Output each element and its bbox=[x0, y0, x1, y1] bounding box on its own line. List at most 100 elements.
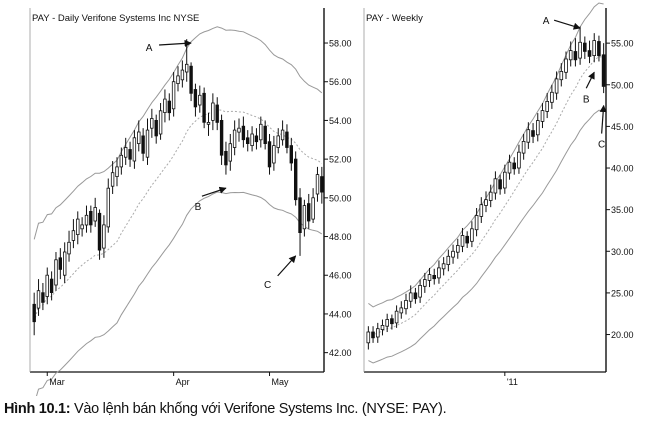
daily-candle-body bbox=[84, 214, 89, 226]
weekly-annotation-arrow bbox=[599, 104, 607, 134]
daily-candle-body bbox=[45, 274, 49, 297]
daily-annotation-label: B bbox=[195, 202, 202, 213]
daily-candle-body bbox=[184, 63, 189, 73]
daily-candle-body bbox=[298, 197, 302, 234]
daily-candle-body bbox=[97, 212, 102, 251]
daily-candle-body bbox=[124, 147, 128, 158]
daily-candle-body bbox=[63, 251, 67, 276]
weekly-candle-body bbox=[418, 284, 422, 298]
daily-y-tick-label: 44.00 bbox=[329, 309, 352, 319]
daily-candle-body bbox=[276, 135, 280, 148]
weekly-candle-body bbox=[394, 310, 399, 324]
daily-candle-body bbox=[49, 278, 54, 294]
daily-candle-body bbox=[259, 123, 263, 141]
weekly-candle-body bbox=[437, 267, 441, 279]
daily-candle-body bbox=[167, 100, 171, 114]
weekly-candlestick-chart: PAY - Weekly 20.00 25.00 30.00 35.00 40.00 45.… bbox=[363, 2, 634, 387]
weekly-candle-body bbox=[502, 171, 507, 189]
daily-candle-body bbox=[189, 65, 193, 94]
weekly-candle-body bbox=[456, 245, 460, 253]
daily-candle-body bbox=[71, 230, 76, 241]
daily-candle-body bbox=[154, 120, 158, 137]
weekly-candle-body bbox=[488, 191, 493, 201]
weekly-y-tick-label: 50.00 bbox=[611, 80, 634, 90]
daily-candle-body bbox=[254, 135, 259, 143]
weekly-annotation-arrow bbox=[585, 71, 595, 89]
daily-y-tick-label: 48.00 bbox=[329, 232, 352, 242]
figure-caption-label: Hình 10.1: bbox=[4, 401, 71, 417]
daily-y-tick-label: 58.00 bbox=[329, 39, 352, 49]
daily-candle-body bbox=[171, 81, 176, 110]
weekly-y-tick-label: 25.00 bbox=[611, 288, 634, 298]
daily-candle-body bbox=[141, 135, 145, 154]
weekly-candle-body bbox=[592, 40, 597, 56]
daily-candle-body bbox=[285, 131, 289, 148]
daily-annotation-arrow bbox=[277, 255, 297, 277]
daily-candle-body bbox=[232, 129, 237, 148]
daily-y-tick-label: 54.00 bbox=[329, 116, 352, 126]
daily-candle-body bbox=[320, 176, 324, 193]
weekly-candle-body bbox=[484, 199, 488, 206]
weekly-candle-body bbox=[545, 101, 550, 112]
daily-candle-body bbox=[293, 158, 298, 201]
daily-candle-body bbox=[150, 118, 154, 129]
daily-candle-body bbox=[41, 292, 45, 303]
weekly-candle-body bbox=[399, 307, 404, 314]
weekly-candle-body bbox=[564, 58, 568, 73]
weekly-candle-body bbox=[540, 110, 545, 122]
weekly-candle-body bbox=[432, 274, 437, 280]
weekly-candle-body bbox=[531, 130, 535, 137]
daily-candle-body bbox=[237, 127, 241, 133]
daily-chart-title: PAY - Daily Verifone Systems Inc NYSE bbox=[32, 13, 199, 24]
weekly-annotation-label: A bbox=[543, 16, 550, 27]
weekly-candle-body bbox=[526, 129, 531, 143]
daily-candle-body bbox=[89, 210, 93, 226]
weekly-y-tick-label: 30.00 bbox=[611, 247, 634, 257]
weekly-candle-body bbox=[568, 50, 573, 61]
weekly-upper-band-line bbox=[368, 2, 604, 308]
daily-candle-body bbox=[67, 241, 71, 255]
daily-candle-body bbox=[263, 125, 267, 144]
daily-candle-body bbox=[93, 207, 97, 222]
weekly-moving-average-line bbox=[368, 56, 604, 336]
weekly-candle-body bbox=[479, 204, 484, 217]
daily-candle-body bbox=[198, 94, 202, 106]
daily-candle-body bbox=[137, 131, 141, 145]
daily-annotation-arrow bbox=[201, 186, 227, 197]
daily-candle-body bbox=[206, 122, 211, 125]
daily-candle-body bbox=[306, 203, 311, 222]
daily-y-tick-label: 52.00 bbox=[329, 155, 352, 165]
weekly-candle-body bbox=[597, 41, 601, 57]
daily-candle-body bbox=[267, 141, 272, 168]
daily-y-tick-label: 50.00 bbox=[329, 193, 352, 203]
weekly-candle-body bbox=[446, 255, 451, 265]
daily-candle-body bbox=[163, 98, 167, 113]
weekly-candle-body bbox=[427, 274, 432, 281]
figure-caption-text: Vào lệnh bán khống với Verifone Systems … bbox=[70, 401, 447, 417]
daily-candle-body bbox=[245, 137, 250, 145]
daily-candle-body bbox=[119, 154, 123, 168]
daily-candle-body bbox=[211, 102, 215, 121]
daily-candle-body bbox=[76, 218, 80, 236]
weekly-candle-body bbox=[470, 228, 474, 242]
daily-moving-average-line bbox=[33, 108, 323, 322]
daily-candle-body bbox=[80, 224, 84, 230]
daily-y-tick-label: 56.00 bbox=[329, 77, 352, 87]
daily-candle-body bbox=[202, 92, 206, 123]
daily-candle-body bbox=[241, 125, 246, 141]
daily-candle-body bbox=[315, 174, 320, 195]
weekly-annotation-label: B bbox=[583, 94, 590, 105]
daily-candle-body bbox=[272, 145, 276, 164]
weekly-candle-body bbox=[601, 54, 606, 87]
daily-x-tick-label: Apr bbox=[176, 377, 190, 387]
weekly-candle-body bbox=[390, 318, 394, 325]
weekly-candle-body bbox=[404, 299, 408, 310]
daily-candle-body bbox=[289, 145, 293, 164]
daily-upper-band-line bbox=[33, 26, 323, 240]
weekly-chart-panel: PAY - Weekly 20.00 25.00 30.00 35.00 40.00 45.… bbox=[358, 0, 653, 396]
weekly-x-tick-label: '11 bbox=[507, 377, 518, 387]
daily-x-tick-label: May bbox=[272, 377, 290, 387]
weekly-candle-body bbox=[413, 292, 418, 300]
weekly-y-tick-label: 35.00 bbox=[611, 205, 634, 215]
weekly-y-tick-label: 40.00 bbox=[611, 164, 634, 174]
